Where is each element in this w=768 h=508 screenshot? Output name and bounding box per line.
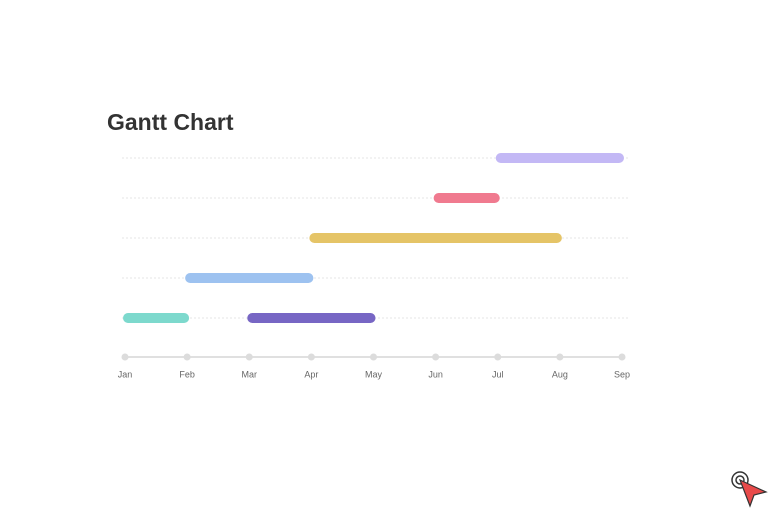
x-tick-label: Feb [179,369,195,379]
x-tick-label: Jul [492,369,504,379]
x-tick [183,353,191,361]
x-tick [494,353,502,361]
chart-title: Gantt Chart [107,109,234,135]
task-bar [495,153,624,163]
x-tick-label: Jun [428,369,443,379]
task-bar [433,193,500,203]
x-tick [121,353,129,361]
x-tick [556,353,564,361]
x-tick [370,353,377,361]
x-tick-label: Sep [614,369,630,379]
x-tick [245,353,253,361]
task-bar [247,313,376,323]
x-tick-label: Mar [242,369,258,379]
x-tick-label: Apr [304,369,318,379]
x-tick-label: Aug [552,369,568,379]
task-bar [309,233,562,243]
x-tick-label: May [365,369,383,379]
task-bar [185,273,314,283]
x-tick-label: Jan [118,369,133,379]
cursor-icon [731,471,768,508]
x-tick [307,353,315,361]
task-bar [123,313,190,323]
x-tick [432,353,440,361]
x-tick [618,353,626,361]
